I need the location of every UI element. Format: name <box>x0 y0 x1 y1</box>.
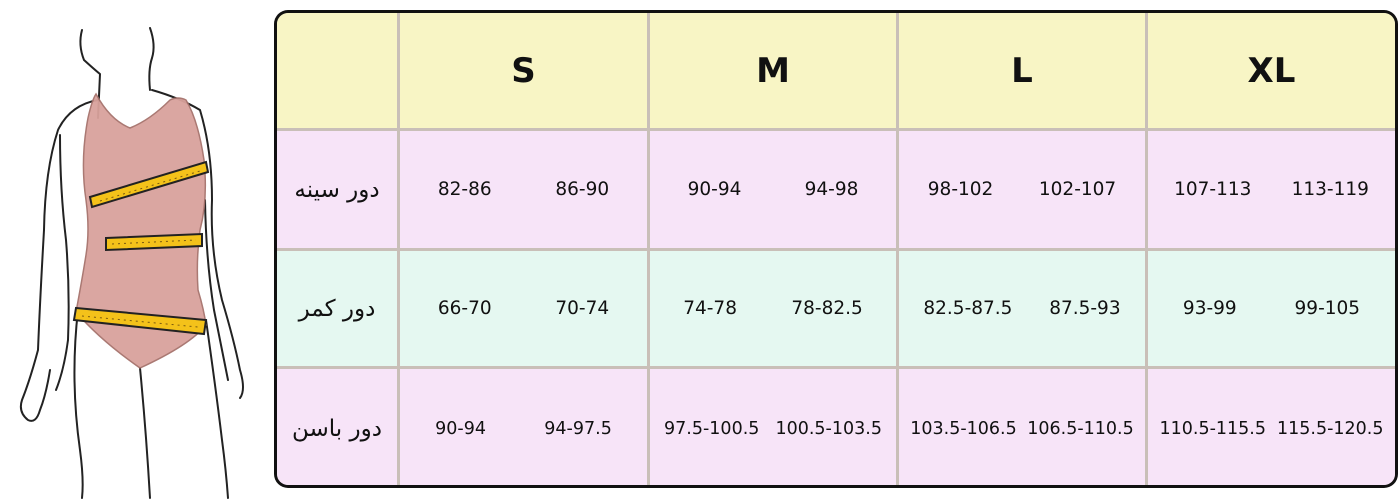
table-cell: 107-113 113-119 <box>1148 131 1395 251</box>
measurement-value: 110.5-115.5 <box>1159 419 1266 439</box>
row-label: دور سینه <box>294 176 380 203</box>
measurement-value: 107-113 <box>1174 179 1252 200</box>
measurement-value: 98-102 <box>927 179 994 200</box>
measurement-value: 94-98 <box>804 179 859 200</box>
size-label: S <box>511 50 536 91</box>
measurement-value: 94-97.5 <box>544 419 612 439</box>
corner-cell <box>277 13 400 131</box>
table-cell: 98-102 102-107 <box>899 131 1148 251</box>
measurement-value: 87.5-93 <box>1049 298 1121 319</box>
size-table: S M L XL دور سینه 82-86 86-90 90-94 94-98 … <box>277 13 1395 485</box>
table-cell: 103.5-106.5 106.5-110.5 <box>899 369 1148 485</box>
size-header-s: S <box>400 13 650 131</box>
measurement-value: 90-94 <box>687 179 742 200</box>
chest-tape-icon <box>88 160 210 209</box>
row-label-waist: دور کمر <box>277 251 400 369</box>
table-cell: 82-86 86-90 <box>400 131 650 251</box>
measurement-value: 100.5-103.5 <box>775 419 882 439</box>
table-cell: 66-70 70-74 <box>400 251 650 369</box>
table-cell: 74-78 78-82.5 <box>650 251 899 369</box>
measurement-value: 115.5-120.5 <box>1276 419 1384 439</box>
size-chart: S M L XL دور سینه 82-86 86-90 90-94 94-98 … <box>274 10 1398 488</box>
measurement-value: 86-90 <box>555 179 610 200</box>
body-figure-icon <box>19 27 244 499</box>
body-measurement-figure <box>0 0 270 500</box>
table-cell: 90-94 94-98 <box>650 131 899 251</box>
measurement-value: 93-99 <box>1182 298 1237 319</box>
measurement-value: 66-70 <box>437 298 492 319</box>
size-header-m: M <box>650 13 899 131</box>
measurement-value: 82-86 <box>437 179 492 200</box>
hip-tape-icon <box>72 306 208 336</box>
measurement-value: 70-74 <box>555 298 610 319</box>
measurement-value: 74-78 <box>683 298 737 319</box>
row-label: دور کمر <box>298 295 376 322</box>
measurement-value: 113-119 <box>1291 179 1369 200</box>
measurement-value: 78-82.5 <box>791 298 863 319</box>
size-header-l: L <box>899 13 1148 131</box>
table-cell: 90-94 94-97.5 <box>400 369 650 485</box>
measurement-value: 90-94 <box>435 419 486 439</box>
size-label: XL <box>1247 50 1296 91</box>
measurement-value: 103.5-106.5 <box>910 419 1017 439</box>
table-cell: 93-99 99-105 <box>1148 251 1395 369</box>
waist-tape-icon <box>105 232 203 252</box>
table-cell: 97.5-100.5 100.5-103.5 <box>650 369 899 485</box>
row-label-chest: دور سینه <box>277 131 400 251</box>
size-label: M <box>756 50 790 91</box>
size-label: L <box>1011 50 1033 91</box>
table-cell: 110.5-115.5 115.5-120.5 <box>1148 369 1395 485</box>
size-header-xl: XL <box>1148 13 1395 131</box>
measurement-value: 106.5-110.5 <box>1027 419 1134 439</box>
row-label-hip: دور باسن <box>277 369 400 485</box>
measurement-value: 82.5-87.5 <box>923 298 1013 319</box>
measurement-value: 99-105 <box>1294 298 1361 319</box>
measurement-value: 97.5-100.5 <box>664 419 760 439</box>
table-cell: 82.5-87.5 87.5-93 <box>899 251 1148 369</box>
measurement-value: 102-107 <box>1038 179 1117 200</box>
row-label: دور باسن <box>292 416 382 442</box>
